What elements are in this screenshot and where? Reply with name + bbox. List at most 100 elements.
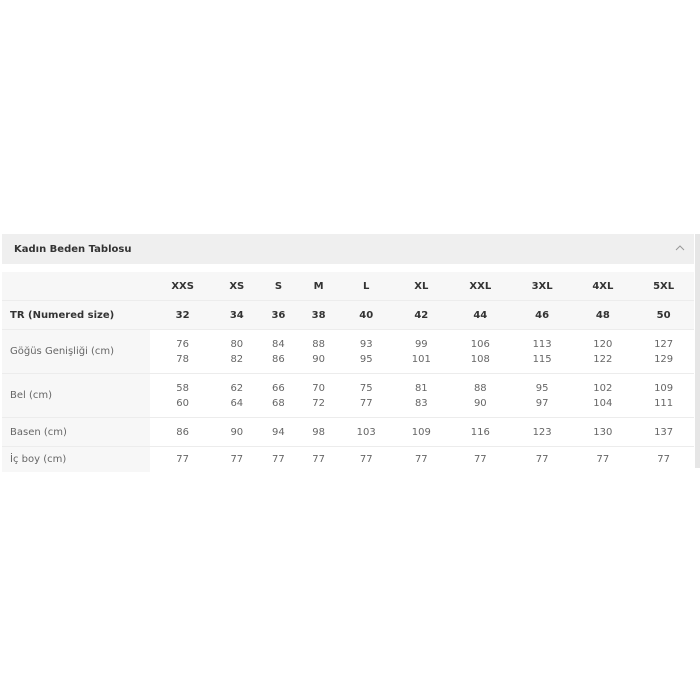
cell-value: 129 bbox=[654, 353, 674, 365]
table-cell: 109 bbox=[393, 417, 449, 447]
table-row: Basen (cm) 86 90 94 98 103 109 116 123 130 137 bbox=[2, 417, 694, 447]
table-cell: 50 bbox=[633, 300, 694, 330]
table-cell: 77 bbox=[414, 454, 428, 465]
table-cell: 42 bbox=[393, 300, 449, 330]
cell-value: 115 bbox=[532, 353, 552, 365]
table-cell: 32 bbox=[150, 300, 216, 330]
table-cell: 99 101 bbox=[393, 329, 449, 374]
table-cell: 120 122 bbox=[572, 329, 634, 374]
cell-value: 80 bbox=[230, 338, 244, 350]
header-row: XXS XS S M L XL XXL 3XL 4XL 5XL bbox=[2, 272, 694, 301]
table-cell: 76 78 bbox=[150, 329, 216, 374]
table-cell: 84 86 bbox=[258, 329, 299, 374]
table-row: Bel (cm) 58 60 62 64 66 68 70 72 75 77 81 83 88 90 95 97… bbox=[2, 373, 694, 418]
table-cell: 98 bbox=[298, 417, 339, 447]
cell-value: 120 bbox=[593, 338, 613, 350]
table-cell: 88 90 bbox=[298, 329, 339, 374]
cell-value: 66 bbox=[272, 382, 285, 394]
cell-value: 78 bbox=[176, 353, 189, 365]
table-cell: 102 104 bbox=[572, 373, 634, 418]
scrollbar[interactable] bbox=[695, 234, 700, 468]
cell-value: 58 bbox=[176, 382, 189, 394]
table-row: Göğüs Genişliği (cm) 76 78 80 82 84 86 88 90 93 95… bbox=[2, 329, 694, 374]
table-cell: 116 bbox=[448, 417, 512, 447]
cell-value: 106 bbox=[470, 338, 490, 350]
table-cell: 103 bbox=[338, 417, 394, 447]
cell-value: 76 bbox=[176, 338, 189, 350]
size-header: XS bbox=[215, 272, 259, 301]
table-cell: 62 64 bbox=[215, 373, 259, 418]
cell-value: 113 bbox=[532, 338, 552, 350]
panel-title: Kadın Beden Tablosu bbox=[14, 243, 132, 255]
row-label: Basen (cm) bbox=[2, 417, 150, 447]
table-cell: 77 bbox=[176, 454, 189, 465]
size-header: 5XL bbox=[633, 272, 694, 301]
table-cell: 127 129 bbox=[633, 329, 694, 374]
row-label: TR (Numered size) bbox=[2, 300, 150, 330]
table-cell: 95 97 bbox=[511, 373, 573, 418]
cell-value: 109 bbox=[654, 382, 674, 394]
table-cell: 77 bbox=[359, 454, 373, 465]
cell-value: 90 bbox=[312, 353, 325, 365]
header-corner-cell bbox=[2, 272, 150, 301]
cell-value: 64 bbox=[230, 397, 244, 409]
size-header: L bbox=[338, 272, 394, 301]
size-header: 4XL bbox=[572, 272, 634, 301]
table-cell: 66 68 bbox=[258, 373, 299, 418]
cell-value: 82 bbox=[230, 353, 244, 365]
table-cell: 90 bbox=[215, 417, 259, 447]
table-cell: 88 90 bbox=[448, 373, 512, 418]
table-cell: 137 bbox=[633, 417, 694, 447]
table-cell: 48 bbox=[572, 300, 634, 330]
cell-value: 111 bbox=[654, 397, 674, 409]
row-label: Bel (cm) bbox=[2, 373, 150, 418]
cell-value: 95 bbox=[535, 382, 549, 394]
size-table: XXS XS S M L XL XXL 3XL 4XL 5XL TR (Numered size) 3… bbox=[2, 272, 694, 472]
cell-value: 88 bbox=[312, 338, 325, 350]
cell-value: 95 bbox=[359, 353, 373, 365]
cell-value: 72 bbox=[312, 397, 325, 409]
table-cell: 77 bbox=[473, 454, 487, 465]
cell-value: 83 bbox=[414, 397, 428, 409]
table-cell: 34 bbox=[215, 300, 259, 330]
table-cell: 77 bbox=[596, 454, 610, 465]
table-row: TR (Numered size) 32 34 36 38 40 42 44 46 48 50 bbox=[2, 300, 694, 330]
cell-value: 75 bbox=[359, 382, 373, 394]
size-header: S bbox=[258, 272, 299, 301]
cell-value: 127 bbox=[654, 338, 674, 350]
table-cell: 106 108 bbox=[448, 329, 512, 374]
table-cell: 77 bbox=[535, 454, 549, 465]
table-row: İç boy (cm) 77 77 77 77 77 77 77 77 77 77 bbox=[2, 446, 694, 472]
table-cell: 123 bbox=[511, 417, 573, 447]
size-chart-panel-header[interactable]: Kadın Beden Tablosu bbox=[2, 234, 694, 264]
table-cell: 94 bbox=[258, 417, 299, 447]
table-cell: 93 95 bbox=[338, 329, 394, 374]
table-cell: 86 bbox=[150, 417, 216, 447]
chevron-up-icon[interactable] bbox=[674, 242, 686, 254]
table-cell: 38 bbox=[298, 300, 339, 330]
size-header: 3XL bbox=[511, 272, 573, 301]
table-cell: 109 111 bbox=[633, 373, 694, 418]
size-header: XXS bbox=[150, 272, 216, 301]
table-cell: 113 115 bbox=[511, 329, 573, 374]
row-label: İç boy (cm) bbox=[2, 446, 150, 472]
cell-value: 81 bbox=[414, 382, 428, 394]
table-cell: 75 77 bbox=[338, 373, 394, 418]
row-label: Göğüs Genişliği (cm) bbox=[2, 329, 150, 374]
table-cell: 40 bbox=[338, 300, 394, 330]
cell-value: 88 bbox=[473, 382, 487, 394]
table-cell: 36 bbox=[258, 300, 299, 330]
table-cell: 46 bbox=[511, 300, 573, 330]
size-header: XXL bbox=[448, 272, 512, 301]
cell-value: 84 bbox=[272, 338, 285, 350]
table-cell: 81 83 bbox=[393, 373, 449, 418]
table-cell: 44 bbox=[448, 300, 512, 330]
cell-value: 60 bbox=[176, 397, 189, 409]
cell-value: 77 bbox=[359, 397, 373, 409]
table-cell: 58 60 bbox=[150, 373, 216, 418]
cell-value: 97 bbox=[535, 397, 549, 409]
cell-value: 68 bbox=[272, 397, 285, 409]
size-header: XL bbox=[393, 272, 449, 301]
cell-value: 102 bbox=[593, 382, 613, 394]
cell-value: 70 bbox=[312, 382, 325, 394]
